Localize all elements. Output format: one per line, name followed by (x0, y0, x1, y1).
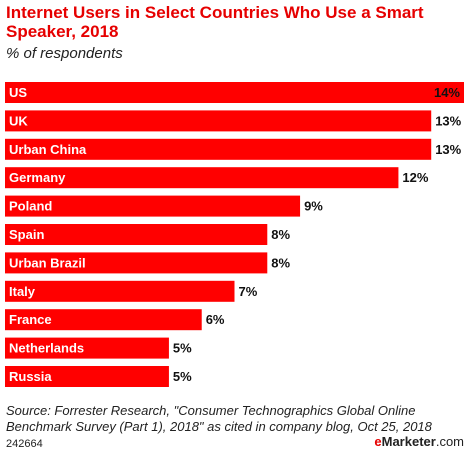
value-label: 12% (402, 170, 428, 185)
brand-suffix: .com (435, 434, 464, 449)
value-label: 9% (304, 199, 323, 214)
source-note: Source: Forrester Research, "Consumer Te… (6, 403, 432, 434)
emarketer-logo: eMarketer.com (374, 435, 464, 449)
category-label: France (9, 312, 52, 327)
value-label: 8% (271, 255, 290, 270)
category-label: Poland (9, 199, 52, 214)
category-label: Urban Brazil (9, 255, 86, 270)
bar-us (5, 82, 464, 103)
bar-germany (5, 167, 399, 189)
category-label: Russia (9, 369, 52, 384)
value-label: 13% (435, 142, 461, 157)
value-label: 6% (206, 312, 225, 327)
chart-title: Internet Users in Select Countries Who U… (6, 3, 424, 41)
bar-urban-china (5, 138, 432, 160)
bar-netherlands (5, 337, 169, 359)
bar-poland (5, 195, 301, 217)
bar-italy (5, 280, 235, 302)
bar-uk (5, 110, 432, 132)
category-label: US (9, 85, 27, 100)
value-label: 5% (173, 341, 192, 356)
category-label: Urban China (9, 142, 87, 157)
category-label: UK (9, 113, 28, 128)
value-label: 5% (173, 369, 192, 384)
bar-russia (5, 366, 169, 387)
value-label: 7% (239, 284, 258, 299)
brand-main: Marketer (381, 434, 436, 449)
value-label: 14% (434, 85, 460, 100)
value-label: 13% (435, 113, 461, 128)
bar-spain (5, 224, 268, 245)
category-label: Spain (9, 227, 44, 242)
category-label: Germany (9, 170, 66, 185)
chart-id: 242664 (6, 438, 43, 450)
bar-france (5, 309, 202, 331)
chart-subtitle: % of respondents (6, 45, 123, 62)
bar-urban-brazil (5, 252, 268, 274)
bars-layer: US 14% UK 13% Urban China 13% Germany 12% Poland… (5, 82, 464, 387)
brand-accent: e (374, 434, 382, 449)
category-label: Netherlands (9, 341, 84, 356)
value-label: 8% (271, 227, 290, 242)
category-label: Italy (9, 284, 36, 299)
